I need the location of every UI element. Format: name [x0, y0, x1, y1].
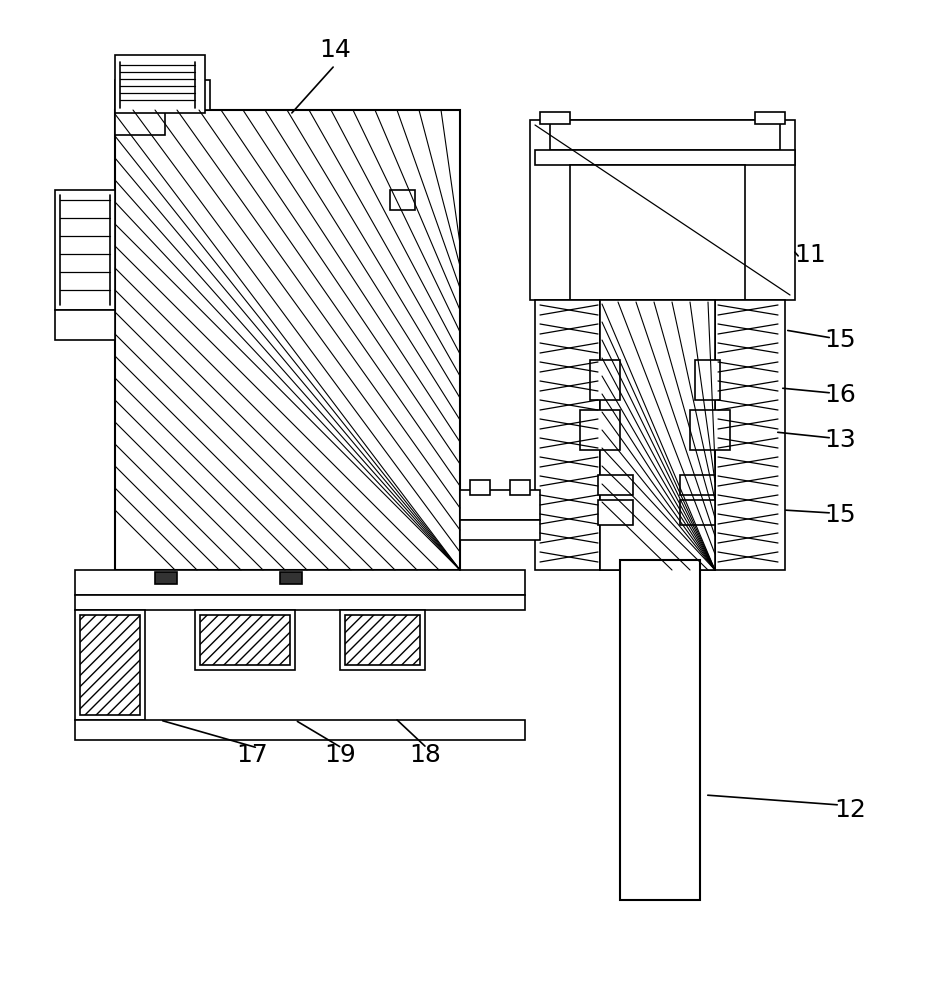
- Bar: [55, 310, 115, 340]
- Text: 18: 18: [409, 743, 441, 767]
- Text: 12: 12: [834, 798, 866, 822]
- Bar: [535, 150, 795, 165]
- Bar: [598, 500, 633, 525]
- Text: 11: 11: [794, 243, 826, 267]
- Bar: [620, 560, 700, 900]
- Bar: [340, 610, 425, 670]
- Bar: [195, 610, 295, 670]
- Bar: [680, 500, 715, 525]
- Bar: [115, 80, 210, 110]
- Bar: [590, 360, 620, 400]
- Text: 13: 13: [824, 428, 856, 452]
- Bar: [620, 560, 700, 900]
- Bar: [695, 360, 720, 400]
- Text: 16: 16: [824, 383, 856, 407]
- Bar: [570, 165, 745, 300]
- Bar: [115, 110, 165, 135]
- Bar: [280, 572, 302, 584]
- Bar: [680, 475, 715, 495]
- Bar: [470, 480, 490, 495]
- Bar: [690, 410, 730, 450]
- Bar: [715, 300, 785, 570]
- Bar: [755, 112, 785, 124]
- Bar: [460, 520, 540, 540]
- Bar: [75, 570, 525, 595]
- Bar: [115, 55, 205, 113]
- Text: 17: 17: [236, 743, 268, 767]
- Text: 15: 15: [824, 503, 855, 527]
- Bar: [75, 610, 145, 720]
- Bar: [580, 410, 620, 450]
- Text: 15: 15: [824, 328, 855, 352]
- Bar: [535, 300, 600, 570]
- Bar: [155, 572, 177, 584]
- Text: 19: 19: [324, 743, 356, 767]
- Bar: [600, 300, 715, 570]
- Bar: [390, 190, 415, 210]
- Bar: [550, 120, 780, 150]
- Bar: [598, 475, 633, 495]
- Bar: [80, 615, 140, 715]
- Bar: [115, 110, 460, 570]
- Bar: [115, 110, 460, 570]
- Bar: [200, 615, 290, 665]
- Bar: [120, 115, 455, 565]
- Bar: [510, 480, 530, 495]
- Bar: [600, 300, 715, 570]
- Bar: [530, 120, 795, 300]
- Bar: [75, 595, 525, 610]
- Bar: [460, 490, 540, 520]
- Bar: [540, 112, 570, 124]
- Text: 14: 14: [319, 38, 351, 62]
- Bar: [75, 720, 525, 740]
- Bar: [55, 190, 115, 310]
- Bar: [345, 615, 420, 665]
